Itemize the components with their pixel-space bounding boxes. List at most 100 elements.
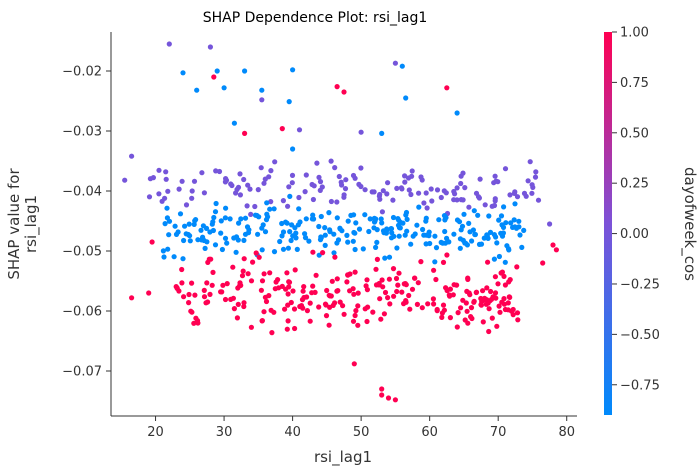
- data-point: [255, 187, 261, 193]
- data-point: [392, 60, 398, 66]
- data-point: [279, 220, 285, 227]
- data-point: [191, 320, 197, 326]
- data-point: [241, 256, 247, 262]
- data-point: [179, 266, 185, 273]
- data-point: [412, 231, 418, 237]
- data-point: [222, 296, 229, 303]
- data-point: [344, 279, 350, 285]
- data-point: [353, 308, 359, 314]
- data-point: [187, 238, 193, 244]
- data-point: [202, 245, 208, 251]
- data-point: [462, 317, 468, 323]
- x-tick-label: 80: [558, 425, 575, 440]
- data-point: [280, 246, 287, 252]
- data-point: [344, 232, 350, 238]
- data-point: [511, 217, 517, 223]
- data-point: [207, 291, 213, 297]
- data-point: [414, 222, 420, 228]
- data-point: [394, 288, 400, 295]
- data-point: [261, 271, 267, 277]
- data-point: [393, 275, 400, 282]
- data-point: [236, 220, 242, 226]
- data-point: [331, 250, 337, 256]
- data-point: [408, 241, 414, 247]
- data-point: [341, 89, 347, 95]
- data-point: [174, 285, 180, 291]
- data-point: [489, 203, 495, 209]
- data-point: [146, 290, 152, 296]
- data-point: [287, 229, 293, 235]
- data-point: [296, 206, 302, 212]
- data-point: [323, 302, 329, 308]
- data-point: [379, 130, 385, 136]
- data-point: [242, 68, 248, 74]
- data-point: [423, 218, 429, 224]
- data-point: [201, 287, 207, 293]
- data-point: [286, 184, 292, 190]
- data-point: [371, 189, 377, 195]
- data-point: [390, 197, 396, 203]
- data-point: [399, 63, 405, 69]
- data-point: [444, 85, 450, 91]
- data-point: [340, 303, 346, 309]
- data-point: [303, 216, 309, 222]
- data-point: [303, 172, 309, 178]
- data-point: [378, 316, 384, 322]
- data-point: [287, 193, 293, 199]
- data-point: [310, 249, 316, 255]
- data-point: [355, 290, 361, 296]
- data-point: [486, 306, 492, 312]
- data-point: [334, 215, 340, 221]
- data-point: [350, 172, 357, 179]
- data-point: [380, 284, 386, 290]
- data-point: [285, 203, 291, 209]
- data-point: [387, 301, 393, 307]
- data-point: [377, 296, 383, 302]
- data-point: [461, 211, 467, 217]
- data-point: [384, 191, 390, 197]
- y-tick-label: −0.03: [62, 125, 102, 140]
- data-point: [185, 231, 191, 238]
- data-point: [404, 216, 410, 222]
- data-point: [471, 208, 477, 214]
- data-point: [259, 225, 265, 231]
- data-point: [322, 242, 328, 248]
- data-point: [351, 361, 357, 367]
- data-point: [510, 312, 516, 318]
- data-point: [156, 191, 162, 197]
- data-point: [460, 237, 466, 243]
- data-point: [180, 70, 186, 76]
- data-point: [238, 216, 244, 222]
- data-point: [280, 229, 287, 235]
- data-point: [285, 318, 291, 324]
- data-point: [194, 87, 200, 93]
- data-point: [189, 188, 195, 194]
- data-point: [292, 267, 298, 273]
- data-point: [179, 178, 185, 184]
- data-point: [431, 301, 437, 307]
- x-tick-label: 40: [284, 425, 301, 440]
- data-point: [165, 188, 171, 194]
- colorbar-tick-label: 0.50: [620, 126, 649, 141]
- data-point: [180, 256, 186, 262]
- data-point: [262, 176, 268, 182]
- data-point: [483, 301, 489, 307]
- data-point: [497, 309, 503, 315]
- data-point: [345, 239, 351, 245]
- data-point: [495, 281, 501, 287]
- data-point: [352, 269, 358, 275]
- data-point: [443, 190, 449, 196]
- data-point: [367, 216, 373, 222]
- data-point: [353, 220, 359, 226]
- data-point: [397, 225, 403, 231]
- data-point: [491, 256, 497, 262]
- data-point: [150, 175, 156, 181]
- data-point: [182, 223, 188, 229]
- data-point: [505, 307, 511, 313]
- data-point: [228, 296, 234, 302]
- data-point: [451, 231, 457, 237]
- y-tick-label: −0.04: [62, 185, 102, 200]
- data-point: [519, 244, 525, 250]
- data-point: [264, 200, 270, 206]
